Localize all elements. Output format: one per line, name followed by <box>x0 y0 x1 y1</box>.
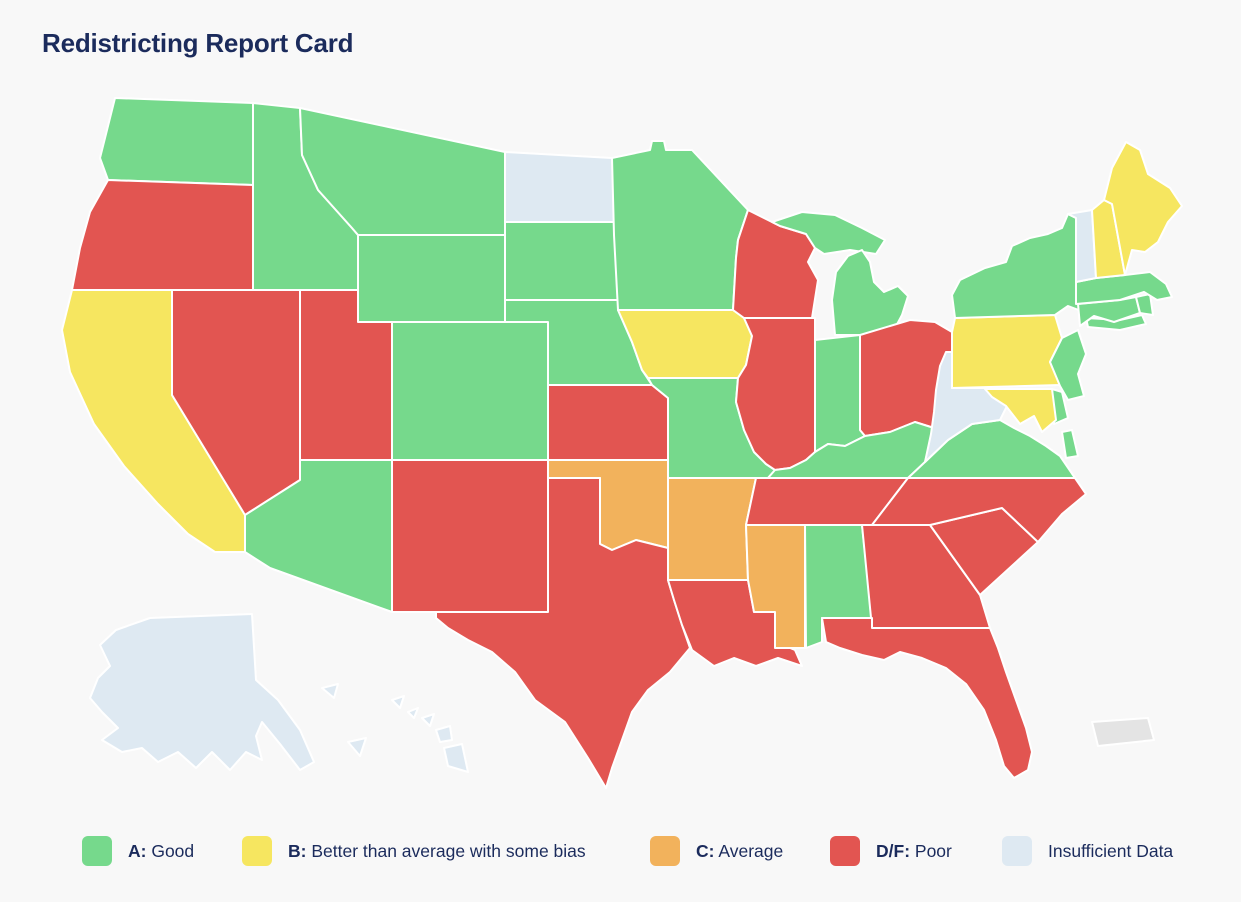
state-vt[interactable]: Vermont <box>1067 209 1097 283</box>
state-pr[interactable]: Puerto Rico <box>1091 717 1155 747</box>
state-co[interactable]: Colorado <box>391 321 549 461</box>
legend-label-text: Poor <box>910 840 952 861</box>
state-mi[interactable]: Michigan <box>831 249 909 336</box>
state-tx[interactable]: Texas <box>435 477 691 789</box>
page-title: Redistricting Report Card <box>42 28 354 58</box>
legend-label: B: Better than average with some bias <box>288 841 586 862</box>
legend-swatch-grade-a <box>82 836 112 866</box>
state-nc[interactable]: North Carolina <box>871 477 1087 543</box>
legend-label-text: Better than average with some bias <box>306 840 586 861</box>
state-ks[interactable]: Kansas <box>547 384 669 461</box>
state-ak[interactable]: Alaska <box>89 613 315 771</box>
legend-item-grade-c: C: Average <box>650 834 783 868</box>
state-sd[interactable]: South Dakota <box>504 221 619 301</box>
state-me[interactable]: Maine <box>1103 141 1183 276</box>
legend-label-text: Good <box>146 840 195 861</box>
state-ri[interactable]: Rhode Island <box>1135 293 1154 316</box>
state-hi[interactable]: Hawaii <box>407 707 419 719</box>
legend-swatch-grade-df <box>830 836 860 866</box>
legend-label: D/F: Poor <box>876 841 952 862</box>
state-hi[interactable]: Hawaii <box>391 695 405 709</box>
legend-item-grade-b: B: Better than average with some bias <box>242 834 586 868</box>
state-mn[interactable]: Minnesota <box>611 140 749 311</box>
state-nd[interactable]: North Dakota <box>504 151 617 223</box>
state-hi[interactable]: Hawaii <box>435 725 453 743</box>
legend-label: C: Average <box>696 841 783 862</box>
legend-label-grade: B: <box>288 840 307 861</box>
legend-item-grade-a: A: Good <box>82 834 194 868</box>
state-ar[interactable]: Arkansas <box>667 477 757 581</box>
legend-label-grade: A: <box>128 840 147 861</box>
state-pa[interactable]: Pennsylvania <box>951 314 1063 389</box>
legend-label-grade: C: <box>696 840 715 861</box>
legend-swatch-insufficient-data <box>1002 836 1032 866</box>
state-wy[interactable]: Wyoming <box>357 234 506 323</box>
legend-label: Insufficient Data <box>1048 841 1173 862</box>
state-nj[interactable]: New Jersey <box>1049 329 1087 401</box>
legend-label-grade: D/F: <box>876 840 911 861</box>
legend-label-text: Insufficient Data <box>1048 840 1174 861</box>
state-or[interactable]: Oregon <box>71 179 254 291</box>
legend: A: Good B: Better than average with some… <box>0 834 1241 874</box>
legend-label: A: Good <box>128 841 194 862</box>
legend-swatch-grade-c <box>650 836 680 866</box>
state-md[interactable]: Maryland <box>984 388 1057 433</box>
state-ak[interactable]: Alaska <box>347 737 367 757</box>
legend-swatch-grade-b <box>242 836 272 866</box>
state-hi[interactable]: Hawaii <box>443 743 469 773</box>
legend-item-insufficient-data: Insufficient Data <box>1002 834 1173 868</box>
state-fl[interactable]: Florida <box>821 617 1033 779</box>
state-va[interactable]: Virginia <box>1061 429 1079 459</box>
state-nm[interactable]: New Mexico <box>391 459 549 613</box>
state-in[interactable]: Indiana <box>814 334 866 453</box>
state-wa[interactable]: Washington <box>99 97 254 186</box>
state-ak[interactable]: Alaska <box>321 683 339 699</box>
state-hi[interactable]: Hawaii <box>421 713 435 727</box>
legend-item-grade-df: D/F: Poor <box>830 834 952 868</box>
legend-label-text: Average <box>714 840 784 861</box>
